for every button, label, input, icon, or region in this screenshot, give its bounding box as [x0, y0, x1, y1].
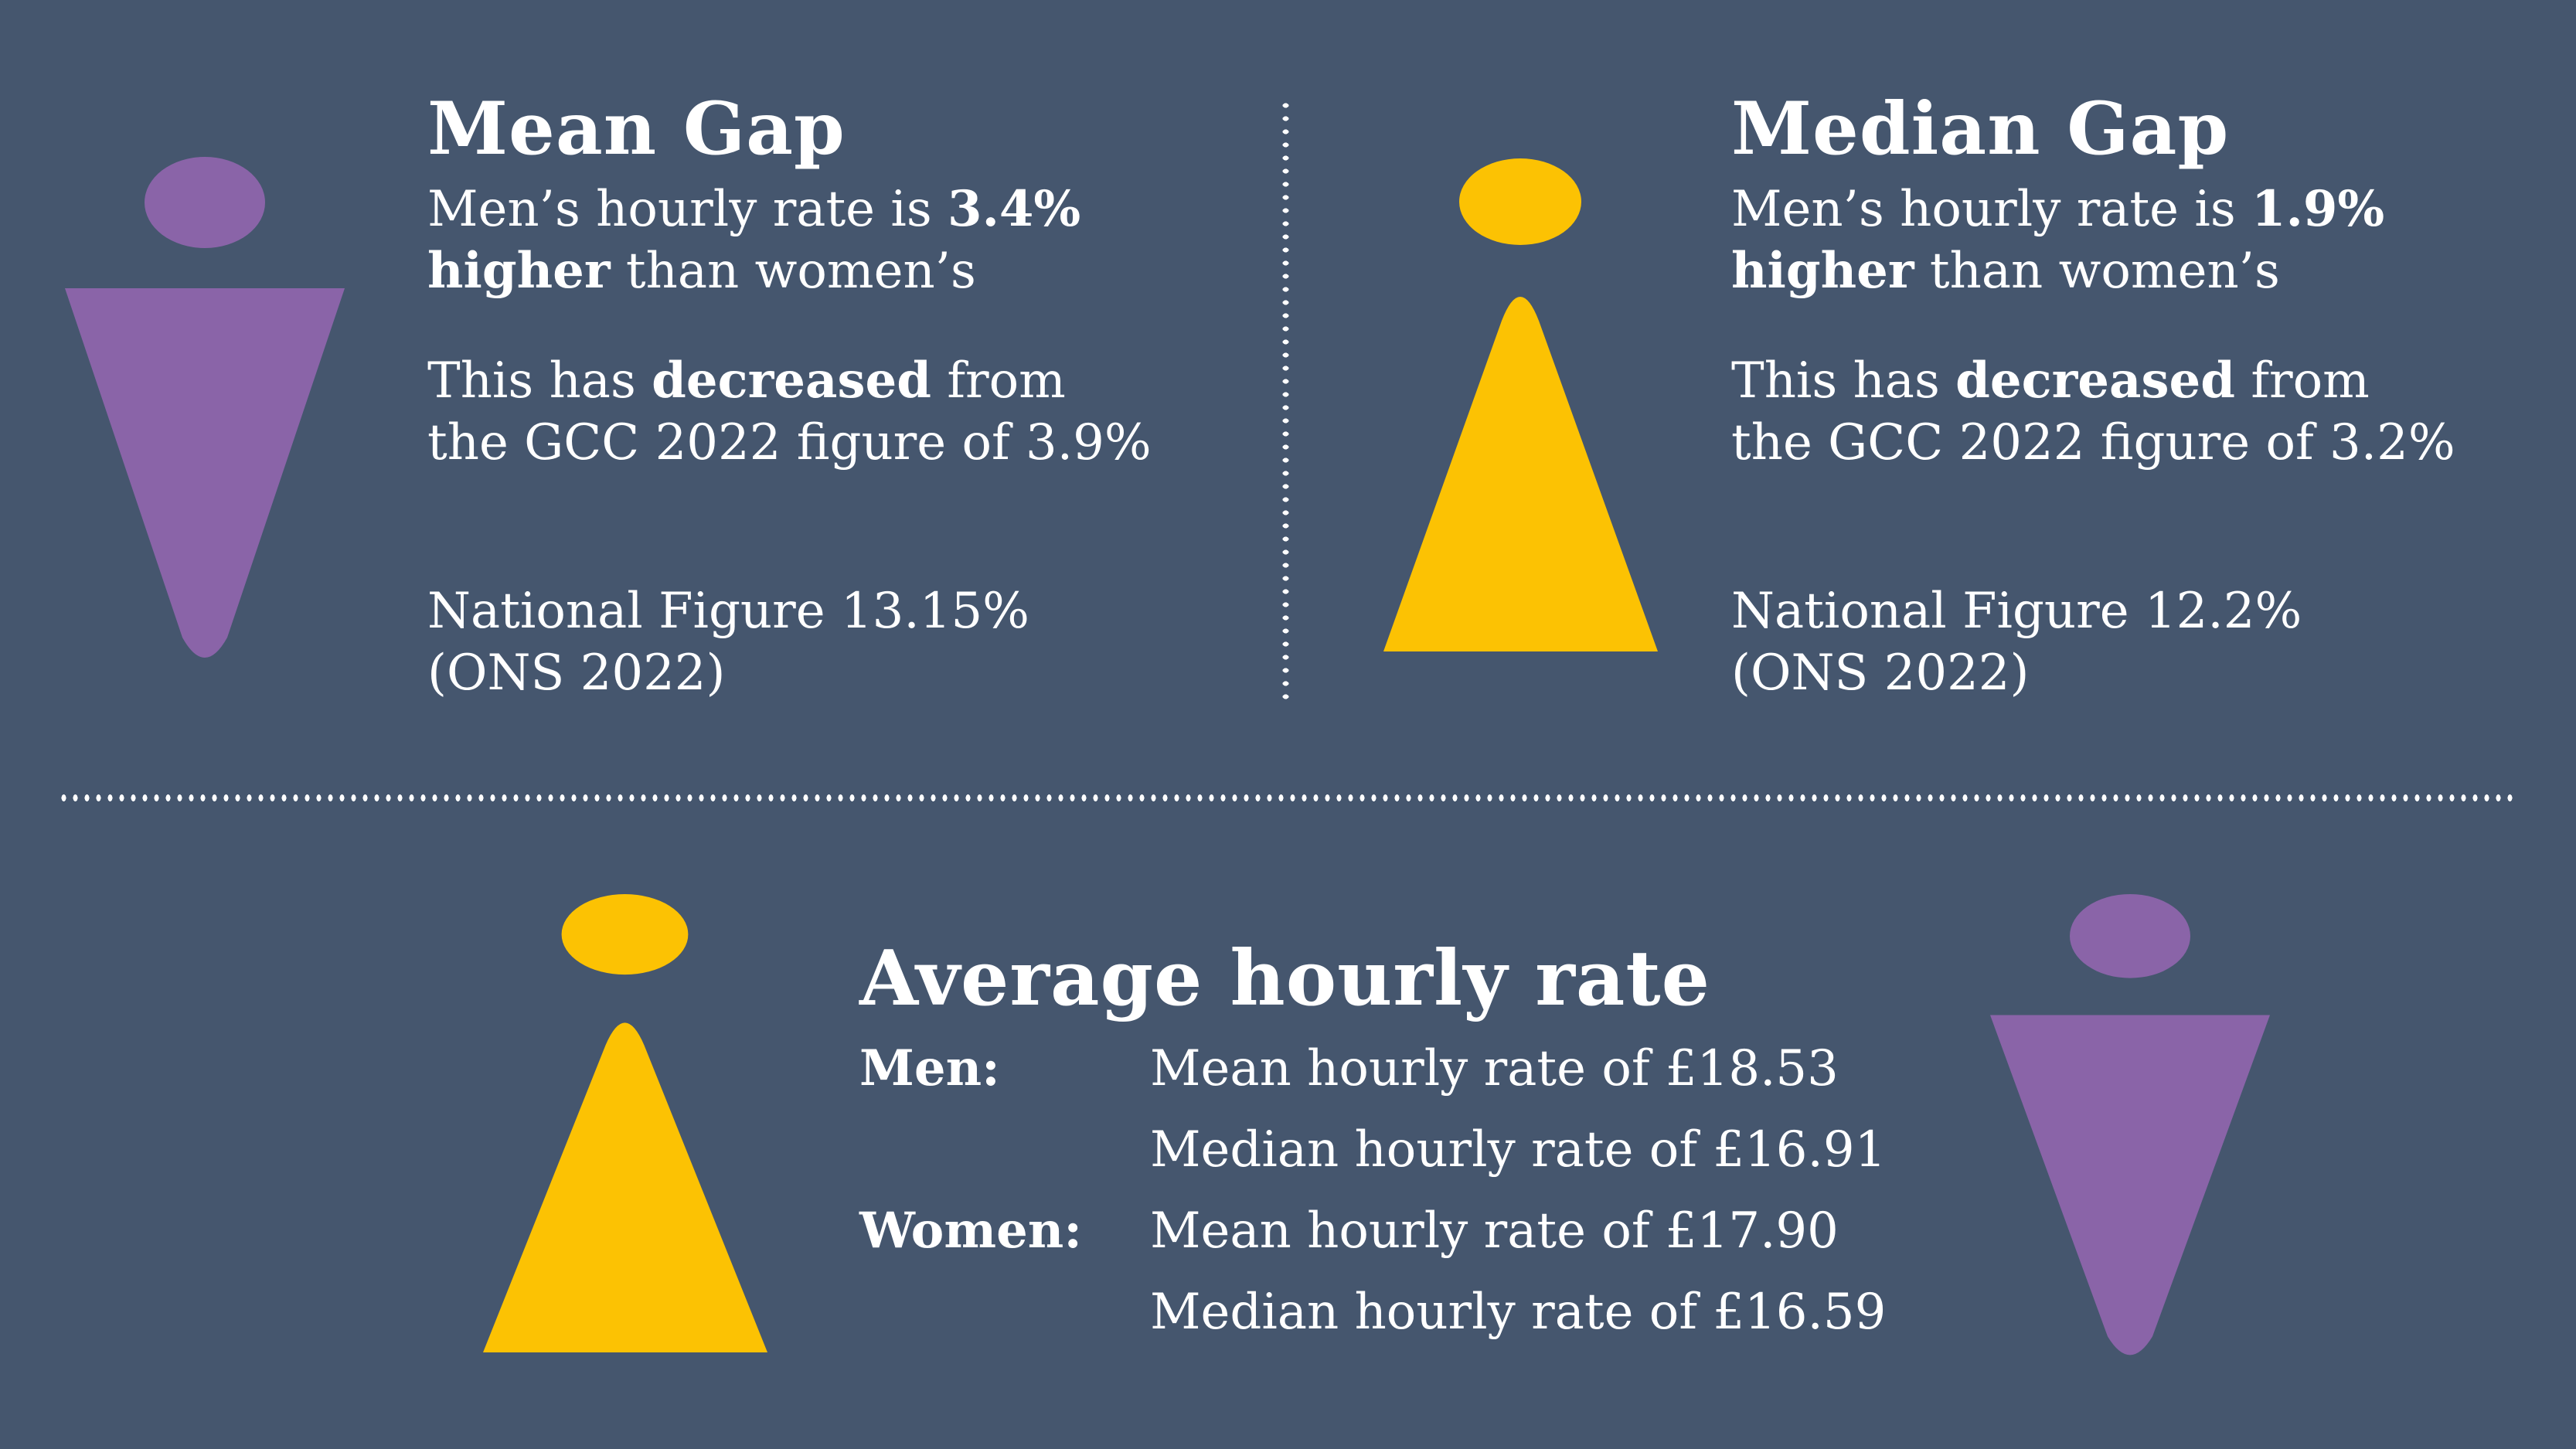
median-gap-change-pre: This has — [1731, 352, 1956, 410]
median-gap-intro-pre: Men’s hourly rate is — [1731, 181, 2252, 238]
rate-row-value: Mean hourly rate of £18.53 — [1150, 1040, 1839, 1097]
mean-gap-national-figure: National Figure 13.15% — [427, 583, 1029, 640]
average-hourly-rate-table: Men: Mean hourly rate of £18.53 Median h… — [859, 1038, 1886, 1343]
rate-row-value: Mean hourly rate of £17.90 — [1150, 1202, 1839, 1260]
median-gap-national-source: (ONS 2022) — [1731, 645, 2030, 702]
female-figure-icon — [1383, 158, 1658, 651]
mean-gap-national-source: (ONS 2022) — [427, 645, 726, 702]
median-gap-previous-figure: the GCC 2022 figure of 3.2% — [1731, 414, 2455, 471]
median-gap-title: Median Gap — [1731, 87, 2230, 172]
mean-gap-change-pre: This has — [427, 352, 652, 410]
median-gap-intro-post: than women’s — [1914, 243, 2280, 300]
median-gap-percent: 1.9% — [2251, 180, 2385, 238]
average-hourly-rate-title: Average hourly rate — [859, 934, 1711, 1023]
mean-gap-title: Mean Gap — [427, 87, 846, 172]
mean-gap-percent: 3.4% — [948, 180, 1081, 238]
median-gap-higher: higher — [1731, 242, 1914, 300]
mean-gap-change: This has decreased from the GCC 2022 figu… — [427, 350, 1152, 474]
mean-gap-decreased: decreased — [652, 352, 931, 410]
rate-row-label: Men: — [859, 1039, 1000, 1097]
mean-gap-higher: higher — [427, 242, 611, 300]
median-gap-national: National Figure 12.2% (ONS 2022) — [1731, 580, 2302, 704]
rate-row-value: Median hourly rate of £16.59 — [1150, 1284, 1887, 1341]
horizontal-dotted-divider — [58, 794, 2516, 802]
mean-gap-national: National Figure 13.15% (ONS 2022) — [427, 580, 1029, 704]
mean-gap-intro: Men’s hourly rate is 3.4% higher than wom… — [427, 179, 1080, 302]
mean-gap-intro-pre: Men’s hourly rate is — [427, 181, 948, 238]
rate-row-label — [859, 1119, 1150, 1181]
median-gap-decreased: decreased — [1955, 352, 2235, 410]
vertical-dotted-divider — [1282, 99, 1289, 706]
mean-gap-previous-figure: the GCC 2022 figure of 3.9% — [427, 414, 1152, 471]
median-gap-intro: Men’s hourly rate is 1.9% higher than wom… — [1731, 179, 2384, 302]
median-gap-change: This has decreased from the GCC 2022 figu… — [1731, 350, 2455, 474]
rate-row-value: Median hourly rate of £16.91 — [1150, 1121, 1887, 1179]
male-figure-icon — [65, 157, 345, 658]
median-gap-national-figure: National Figure 12.2% — [1731, 583, 2302, 640]
rate-row-label: Women: — [859, 1202, 1082, 1260]
median-gap-change-post: from — [2234, 352, 2370, 410]
mean-gap-change-post: from — [931, 352, 1066, 410]
rate-row-label — [859, 1281, 1150, 1343]
female-figure-icon — [483, 894, 767, 1352]
mean-gap-intro-post: than women’s — [610, 243, 976, 300]
male-figure-icon — [1990, 894, 2270, 1355]
